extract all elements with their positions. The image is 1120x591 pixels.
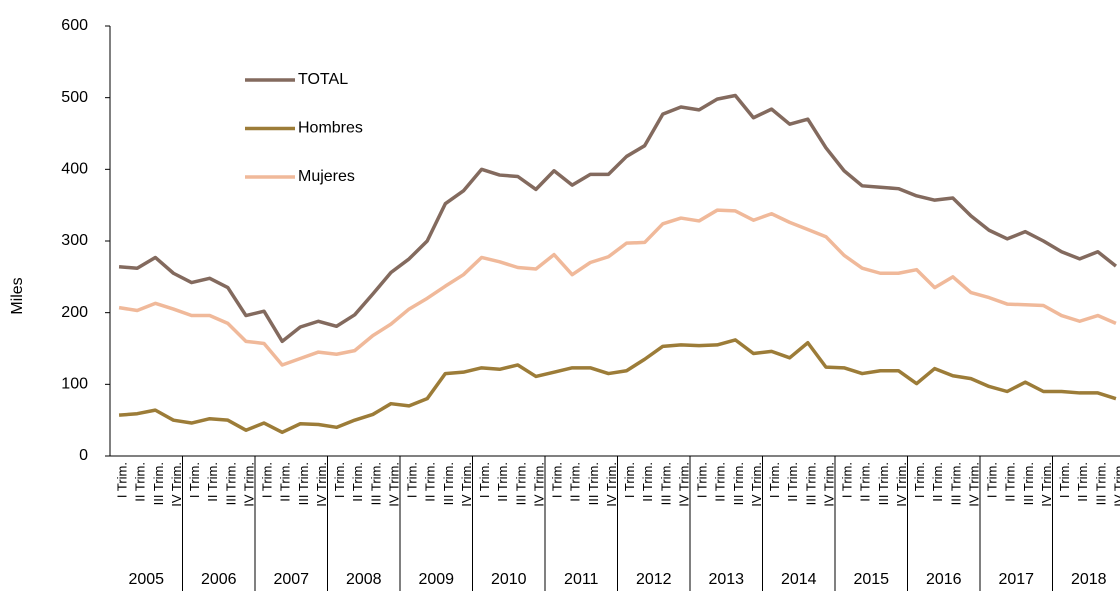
x-tick-label: II Trim.	[495, 462, 510, 502]
x-tick-label: III Trim.	[368, 462, 383, 505]
year-label: 2013	[708, 571, 744, 588]
year-label: 2005	[128, 571, 164, 588]
x-tick-label: II Trim.	[568, 462, 583, 502]
legend-label: Hombres	[298, 120, 363, 137]
y-axis-label: Miles	[9, 277, 26, 314]
year-label: 2011	[564, 571, 599, 588]
x-tick-label: I Trim.	[115, 462, 130, 498]
x-tick-label: I Trim.	[695, 462, 710, 498]
y-tick-label: 400	[61, 161, 88, 178]
x-tick-label: II Trim.	[350, 462, 365, 502]
x-tick-label: I Trim.	[187, 462, 202, 498]
x-tick-label: III Trim.	[223, 462, 238, 505]
y-tick-label: 200	[61, 304, 88, 321]
x-tick-label: II Trim.	[785, 462, 800, 502]
x-tick-label: IV Trim.	[314, 462, 329, 507]
year-label: 2015	[853, 571, 889, 588]
x-tick-label: IV Trim.	[966, 462, 981, 507]
x-tick-label: III Trim.	[151, 462, 166, 505]
x-tick-label: II Trim.	[713, 462, 728, 502]
x-tick-label: III Trim.	[658, 462, 673, 505]
x-tick-label: IV Trim.	[531, 462, 546, 507]
x-tick-label: III Trim.	[731, 462, 746, 505]
x-tick-label: II Trim.	[858, 462, 873, 502]
x-tick-label: III Trim.	[803, 462, 818, 505]
x-tick-label: II Trim.	[133, 462, 148, 502]
year-label: 2014	[781, 571, 817, 588]
x-tick-label: II Trim.	[1003, 462, 1018, 502]
line	[118, 208, 1117, 367]
year-label: 2016	[926, 571, 962, 588]
y-tick-label: 0	[79, 447, 88, 464]
x-tick-label: II Trim.	[640, 462, 655, 502]
x-tick-label: I Trim.	[767, 462, 782, 498]
year-label: 2009	[418, 571, 454, 588]
x-tick-label: IV Trim.	[241, 462, 256, 507]
x-tick-label: IV Trim.	[749, 462, 764, 507]
x-tick-label: II Trim.	[423, 462, 438, 502]
y-tick-label: 100	[61, 376, 88, 393]
line	[118, 93, 1118, 344]
x-tick-label: III Trim.	[441, 462, 456, 505]
x-tick-label: IV Trim.	[1039, 462, 1054, 507]
x-tick-label: I Trim.	[477, 462, 492, 498]
x-tick-label: I Trim.	[260, 462, 275, 498]
x-tick-label: IV Trim.	[1111, 462, 1120, 507]
legend-label: TOTAL	[298, 71, 348, 88]
x-tick-label: I Trim.	[912, 462, 927, 498]
x-tick-label: IV Trim.	[676, 462, 691, 507]
x-tick-label: I Trim.	[550, 462, 565, 498]
x-tick-label: IV Trim.	[169, 462, 184, 507]
year-label: 2006	[201, 571, 237, 588]
x-tick-label: IV Trim.	[386, 462, 401, 507]
x-tick-label: I Trim.	[622, 462, 637, 498]
y-tick-label: 500	[61, 89, 88, 106]
year-label: 2010	[491, 571, 527, 588]
x-tick-label: IV Trim.	[604, 462, 619, 507]
x-tick-label: I Trim.	[840, 462, 855, 498]
x-tick-label: III Trim.	[513, 462, 528, 505]
x-tick-label: I Trim.	[1057, 462, 1072, 498]
x-tick-label: II Trim.	[1075, 462, 1090, 502]
y-tick-label: 600	[61, 17, 88, 34]
x-tick-label: II Trim.	[278, 462, 293, 502]
x-tick-label: II Trim.	[205, 462, 220, 502]
x-tick-label: I Trim.	[405, 462, 420, 498]
x-tick-label: III Trim.	[948, 462, 963, 505]
x-tick-label: I Trim.	[985, 462, 1000, 498]
x-tick-label: I Trim.	[332, 462, 347, 498]
x-tick-label: III Trim.	[586, 462, 601, 505]
x-tick-label: III Trim.	[1093, 462, 1108, 505]
x-tick-label: III Trim.	[296, 462, 311, 505]
year-label: 2012	[636, 571, 672, 588]
x-tick-label: III Trim.	[1021, 462, 1036, 505]
x-tick-label: IV Trim.	[459, 462, 474, 507]
x-tick-label: II Trim.	[930, 462, 945, 502]
x-tick-label: III Trim.	[876, 462, 891, 505]
x-tick-label: IV Trim.	[894, 462, 909, 507]
year-label: 2008	[346, 571, 382, 588]
year-label: 2018	[1071, 571, 1107, 588]
line	[118, 338, 1117, 435]
year-label: 2017	[998, 571, 1034, 588]
y-tick-label: 300	[61, 232, 88, 249]
x-tick-label: IV Trim.	[821, 462, 836, 507]
legend-label: Mujeres	[298, 168, 355, 185]
year-label: 2007	[273, 571, 309, 588]
